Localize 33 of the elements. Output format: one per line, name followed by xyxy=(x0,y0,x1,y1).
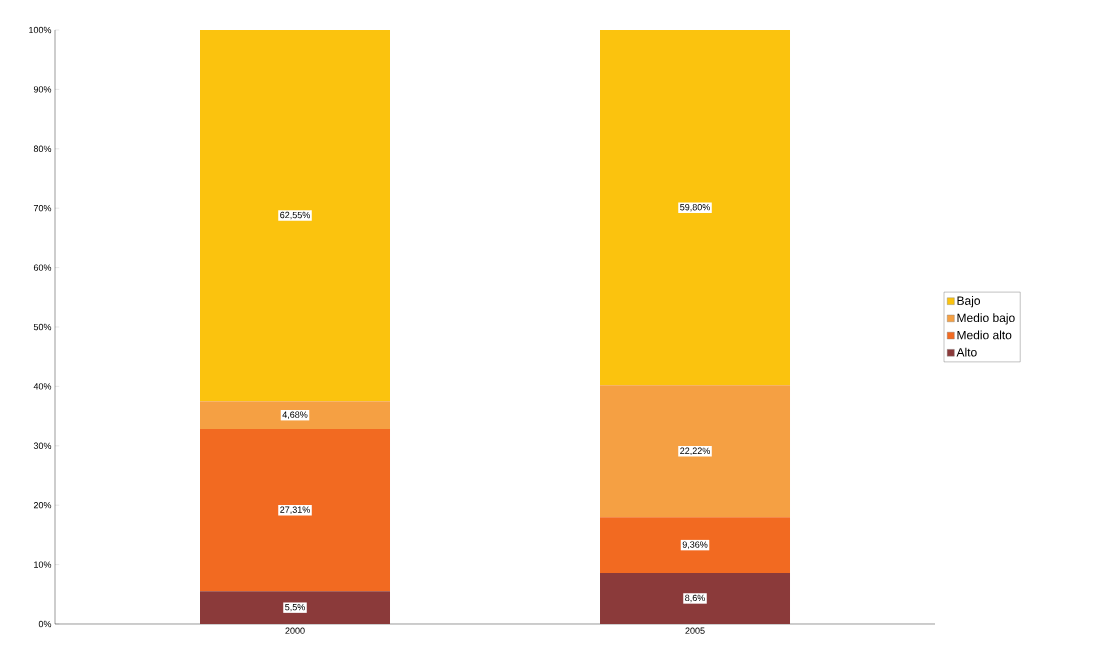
y-tick-label: 40% xyxy=(33,383,52,390)
legend-label: Alto xyxy=(956,347,977,357)
y-tick-label: 0% xyxy=(38,620,52,628)
bar xyxy=(600,30,791,386)
legend-label: Medio alto xyxy=(957,330,1012,340)
y-tick-label: 10% xyxy=(34,561,52,568)
x-tick-label: 2000 xyxy=(285,627,305,634)
bar xyxy=(200,30,391,402)
legend-label: Bajo xyxy=(957,296,981,308)
data-label: 8,6% xyxy=(685,594,705,603)
bar xyxy=(200,429,391,592)
y-tick-label: 100% xyxy=(29,26,52,34)
data-label: 9,36% xyxy=(682,541,708,549)
bar xyxy=(600,572,791,624)
bar xyxy=(200,591,391,624)
y-tick-label: 30% xyxy=(33,442,52,449)
y-tick-label: 80% xyxy=(33,145,52,152)
data-label: 27,31% xyxy=(280,506,310,514)
y-tick-label: 60% xyxy=(33,264,52,271)
y-tick-label: 70% xyxy=(33,205,52,212)
x-tick-label: 2005 xyxy=(685,627,705,634)
data-label: 62,55% xyxy=(280,211,310,220)
bar xyxy=(200,401,391,430)
y-tick-label: 90% xyxy=(33,86,52,93)
data-label: 4,68% xyxy=(282,411,308,419)
data-label: 5,5% xyxy=(285,603,305,612)
y-tick-label: 50% xyxy=(33,323,52,331)
bar xyxy=(600,517,791,573)
y-tick-label: 20% xyxy=(33,502,52,509)
data-label: 59,80% xyxy=(680,204,710,212)
data-label: 22,22% xyxy=(680,447,710,456)
bar xyxy=(600,385,791,518)
legend-label: Medio bajo xyxy=(957,313,1015,325)
